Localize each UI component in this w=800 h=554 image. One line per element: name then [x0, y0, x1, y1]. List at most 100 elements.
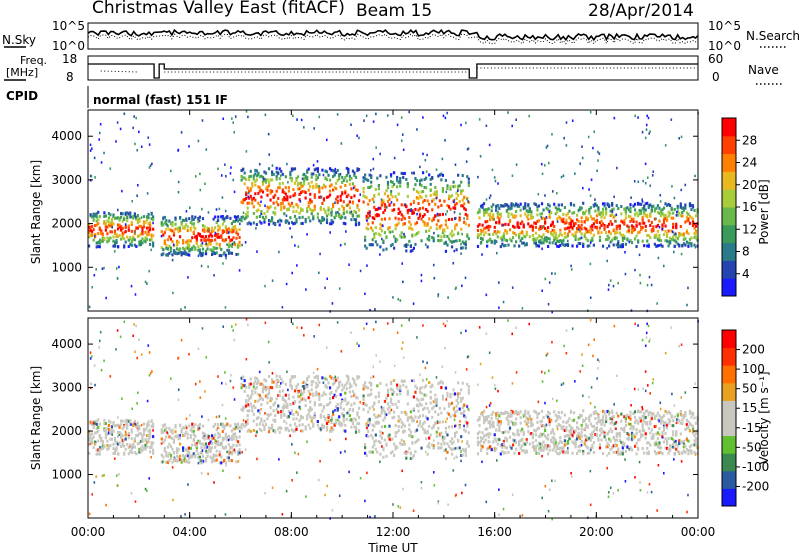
- velocity-cell: [271, 378, 274, 382]
- velocity-cell: [269, 399, 272, 403]
- power-cell: [174, 216, 177, 220]
- velocity-cell: [328, 401, 332, 405]
- velocity-cell: [441, 381, 444, 385]
- power-cell: [637, 116, 639, 119]
- power-cell: [479, 204, 483, 208]
- velocity-cell: [166, 445, 169, 449]
- power-cell: [423, 221, 426, 225]
- velocity-cell: [107, 431, 111, 435]
- velocity-cell: [348, 418, 351, 422]
- velocity-cell: [286, 405, 289, 409]
- velocity-cell: [391, 392, 394, 396]
- power-cell: [554, 234, 557, 238]
- power-cell: [477, 175, 479, 179]
- velocity-cell: [504, 411, 507, 415]
- power-cell: [88, 244, 91, 248]
- power-cell: [121, 233, 124, 237]
- power-cell: [362, 179, 365, 183]
- velocity-cell: [324, 377, 327, 381]
- velocity-cell: [420, 398, 423, 402]
- velocity-cell: [630, 431, 634, 435]
- velocity-cell: [415, 404, 419, 408]
- velocity-cell: [304, 384, 307, 388]
- velocity-cell: [242, 408, 245, 412]
- velocity-cell: [400, 410, 403, 414]
- velocity-cell: [145, 422, 149, 426]
- velocity-cell: [408, 427, 411, 431]
- power-cell: [618, 244, 621, 248]
- power-cell: [493, 218, 495, 221]
- velocity-cell: [476, 443, 480, 447]
- velocity-cell: [275, 397, 278, 401]
- velocity-cell: [235, 444, 238, 448]
- velocity-cell: [212, 455, 215, 459]
- power-cell: [560, 233, 563, 237]
- power-cell: [547, 236, 550, 240]
- power-cell: [356, 214, 359, 218]
- power-cell: [286, 219, 289, 223]
- power-cell: [417, 196, 420, 200]
- power-cell: [248, 201, 251, 205]
- velocity-cell: [327, 420, 330, 424]
- velocity-cell: [511, 410, 515, 414]
- power-cell: [511, 124, 514, 128]
- velocity-cell: [116, 430, 120, 434]
- power-cell: [441, 189, 444, 193]
- power-cell: [569, 218, 573, 222]
- power-cell: [543, 164, 546, 167]
- power-cell: [371, 221, 374, 225]
- power-cell: [513, 214, 516, 218]
- velocity-cell: [537, 451, 541, 455]
- power-cell: [513, 204, 516, 208]
- power-cell: [246, 186, 249, 190]
- velocity-cell: [463, 414, 466, 418]
- velocity-cell: [533, 444, 536, 448]
- velocity-cell: [365, 403, 368, 407]
- power-cell: [233, 190, 236, 194]
- power-cell: [653, 235, 656, 239]
- velocity-cell: [303, 380, 306, 384]
- colorbar-tick-label: 4: [742, 267, 750, 281]
- velocity-cell: [556, 415, 559, 419]
- power-cell: [527, 210, 530, 214]
- power-cell: [289, 170, 292, 174]
- power-cell: [693, 235, 696, 239]
- power-cell: [351, 169, 355, 173]
- velocity-cell: [240, 408, 243, 412]
- power-cell: [380, 229, 383, 233]
- power-cell: [319, 252, 321, 256]
- power-cell: [424, 158, 427, 162]
- power-cell: [577, 237, 580, 241]
- power-cell: [600, 211, 603, 215]
- velocity-cell: [624, 450, 627, 454]
- velocity-cell: [432, 424, 435, 428]
- power-cell: [600, 231, 603, 235]
- power-cell: [585, 209, 588, 213]
- power-cell: [577, 219, 580, 223]
- velocity-cell: [209, 446, 212, 450]
- power-cell: [345, 195, 348, 199]
- power-cell: [401, 133, 404, 136]
- power-cell: [246, 222, 249, 226]
- velocity-cell: [501, 450, 504, 454]
- power-cell: [301, 177, 304, 181]
- power-cell: [222, 262, 224, 265]
- power-cell: [271, 189, 274, 193]
- power-cell: [325, 138, 328, 142]
- power-cell: [560, 175, 563, 179]
- power-cell: [271, 178, 274, 182]
- velocity-cell: [522, 430, 525, 434]
- power-cell: [119, 127, 122, 131]
- power-cell: [152, 215, 155, 219]
- velocity-cell: [632, 412, 635, 416]
- power-cell: [606, 225, 609, 229]
- velocity-cell: [450, 452, 454, 456]
- velocity-cell: [562, 425, 565, 429]
- power-cell: [305, 288, 307, 291]
- velocity-cell: [162, 430, 165, 434]
- velocity-cell: [482, 416, 486, 420]
- velocity-cell: [414, 390, 417, 394]
- power-cell: [267, 167, 271, 171]
- power-cell: [133, 212, 136, 216]
